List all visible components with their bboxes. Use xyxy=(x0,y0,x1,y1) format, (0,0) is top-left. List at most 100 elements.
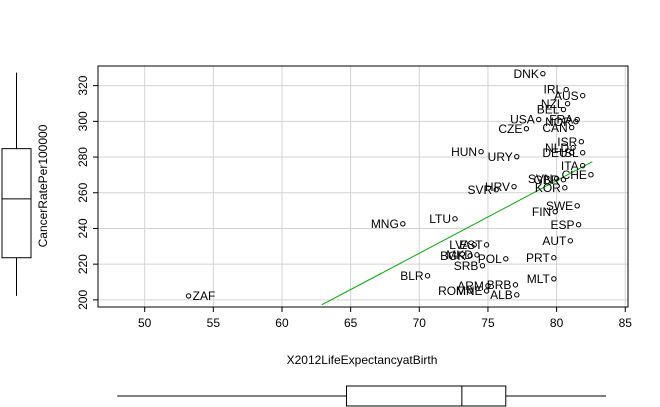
point-label: BGR xyxy=(440,249,466,263)
point-label: NLD xyxy=(545,141,569,155)
box xyxy=(346,385,507,407)
point-label: HRV xyxy=(485,180,510,194)
y-tick-label: 220 xyxy=(76,254,90,274)
point xyxy=(478,148,484,155)
point-label: DEU xyxy=(542,146,567,160)
y-tick-label: 320 xyxy=(76,75,90,95)
x-tick-label: 55 xyxy=(207,316,221,330)
point xyxy=(474,252,480,258)
point-label: MNE xyxy=(456,284,483,298)
plot-frame xyxy=(97,65,629,308)
point-label: AUT xyxy=(542,234,567,248)
point-label: GBR xyxy=(533,173,559,187)
point-label: FRA xyxy=(549,113,573,127)
point xyxy=(579,162,586,169)
point-label: AUS xyxy=(554,89,579,103)
point xyxy=(483,288,490,294)
fit-line xyxy=(321,161,593,306)
point xyxy=(588,172,594,178)
point-label: EST xyxy=(459,238,483,252)
point-label: SVR xyxy=(467,183,492,197)
point xyxy=(553,175,560,182)
point xyxy=(467,253,473,259)
x-tick-label: 50 xyxy=(138,316,152,330)
point xyxy=(514,153,520,160)
point xyxy=(485,283,491,289)
x-tick-label: 80 xyxy=(550,316,564,330)
point-label: SRB xyxy=(454,259,479,273)
point xyxy=(523,125,530,132)
point-label: BEL xyxy=(537,103,560,117)
point xyxy=(536,116,542,123)
y-tick-label: 300 xyxy=(76,111,90,131)
y-tick-label: 260 xyxy=(76,182,90,202)
point-label: NOR xyxy=(545,115,572,129)
point-label: LVA xyxy=(449,238,470,252)
point-label: MKD xyxy=(446,248,473,262)
x-tick-label: 65 xyxy=(344,316,358,330)
x-tick-label: 75 xyxy=(481,316,495,330)
point-label: PRT xyxy=(526,251,550,265)
point xyxy=(479,263,486,269)
point xyxy=(400,221,406,227)
point xyxy=(562,185,568,191)
point-label: BRB xyxy=(487,278,512,292)
point-label: SVN xyxy=(528,172,553,186)
box xyxy=(1,148,32,259)
point xyxy=(567,238,574,244)
point xyxy=(551,276,557,282)
point xyxy=(471,242,477,248)
point xyxy=(579,150,586,156)
point-label: URY xyxy=(488,150,513,164)
point-label: ZAF xyxy=(193,289,216,303)
point xyxy=(552,208,558,215)
point-label: MNG xyxy=(371,217,399,231)
point-label: ISL xyxy=(561,146,579,160)
point-label: NZL xyxy=(541,97,564,111)
point xyxy=(569,150,575,156)
point xyxy=(483,242,490,248)
point xyxy=(185,293,192,299)
y-tick-label: 240 xyxy=(76,218,90,238)
y-tick-label: 200 xyxy=(76,290,90,310)
point-label: KOR xyxy=(535,181,561,195)
point-label: LTU xyxy=(429,212,451,226)
x-tick-label: 70 xyxy=(413,316,427,330)
point-label: FIN xyxy=(532,205,551,219)
point xyxy=(551,255,557,261)
point-label: USA xyxy=(510,113,535,127)
x-tick-label: 85 xyxy=(619,316,633,330)
point-label: SWE xyxy=(546,199,573,213)
y-tick-label: 280 xyxy=(76,147,90,167)
point-label: ARM xyxy=(457,279,484,293)
point xyxy=(514,292,520,298)
point-label: IRL xyxy=(544,83,563,97)
point xyxy=(493,187,499,193)
point-label: DNK xyxy=(514,67,539,81)
point xyxy=(574,203,580,209)
y-axis-label: CancerRatePer100000 xyxy=(36,124,50,247)
point-label: MLT xyxy=(527,272,551,286)
point-label: ESP xyxy=(551,218,575,232)
point-label: ITA xyxy=(561,159,579,173)
point-label: POL xyxy=(478,252,502,266)
point xyxy=(467,288,473,294)
point-label: CHE xyxy=(562,168,587,182)
point-label: ALB xyxy=(490,288,513,302)
point xyxy=(540,70,546,77)
point xyxy=(564,100,571,107)
point-label: HUN xyxy=(451,145,477,159)
point xyxy=(452,216,458,222)
point xyxy=(574,116,580,123)
x-tick-label: 60 xyxy=(275,316,289,330)
point xyxy=(569,124,575,131)
point-label: CZE xyxy=(498,122,522,136)
point xyxy=(570,145,576,151)
point xyxy=(578,138,585,145)
point-label: BLR xyxy=(400,269,424,283)
x-axis-label: X2012LifeExpectancyatBirth xyxy=(287,353,438,367)
point xyxy=(563,86,569,93)
point xyxy=(560,177,567,183)
point-label: ROM xyxy=(438,284,466,298)
